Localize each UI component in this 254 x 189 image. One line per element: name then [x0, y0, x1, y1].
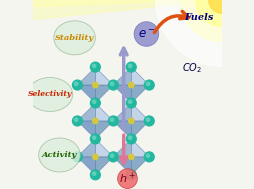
Circle shape: [72, 80, 82, 90]
Circle shape: [110, 118, 113, 122]
Circle shape: [72, 152, 82, 162]
Circle shape: [128, 82, 133, 88]
Text: Stability: Stability: [55, 34, 94, 42]
Circle shape: [92, 82, 98, 88]
Polygon shape: [77, 103, 95, 121]
Circle shape: [146, 154, 149, 157]
Polygon shape: [95, 85, 113, 103]
Circle shape: [128, 64, 131, 68]
Ellipse shape: [39, 138, 80, 172]
Polygon shape: [77, 67, 95, 85]
Circle shape: [92, 154, 98, 160]
Polygon shape: [95, 103, 113, 121]
Circle shape: [195, 0, 247, 26]
Circle shape: [146, 118, 149, 122]
Polygon shape: [77, 121, 95, 139]
Circle shape: [92, 118, 98, 124]
Circle shape: [90, 170, 100, 180]
Text: Selectivity: Selectivity: [28, 91, 72, 98]
Polygon shape: [131, 121, 149, 139]
Circle shape: [144, 116, 154, 126]
Polygon shape: [113, 157, 131, 175]
Polygon shape: [95, 139, 113, 157]
Text: $CO_2$: $CO_2$: [181, 61, 201, 75]
Circle shape: [74, 154, 78, 157]
Polygon shape: [113, 103, 131, 121]
Circle shape: [128, 100, 131, 104]
Circle shape: [108, 152, 118, 162]
Circle shape: [134, 22, 158, 46]
Circle shape: [72, 116, 82, 126]
Text: Activity: Activity: [42, 151, 77, 159]
Text: $e^-$: $e^-$: [137, 28, 154, 40]
Circle shape: [128, 118, 133, 124]
Circle shape: [90, 98, 100, 108]
Circle shape: [74, 118, 78, 122]
Polygon shape: [95, 121, 113, 139]
Circle shape: [110, 154, 113, 157]
Circle shape: [117, 169, 137, 188]
Text: $h^+$: $h^+$: [119, 171, 135, 186]
Circle shape: [90, 62, 100, 72]
Circle shape: [208, 0, 234, 13]
Polygon shape: [113, 85, 131, 103]
Circle shape: [90, 134, 100, 144]
Polygon shape: [113, 121, 131, 139]
Circle shape: [110, 82, 113, 86]
Circle shape: [92, 172, 96, 175]
Circle shape: [128, 136, 131, 139]
Ellipse shape: [54, 21, 95, 55]
Circle shape: [92, 64, 96, 68]
Polygon shape: [77, 85, 95, 103]
Circle shape: [126, 62, 136, 72]
Circle shape: [108, 80, 118, 90]
Polygon shape: [113, 139, 131, 157]
Polygon shape: [77, 139, 95, 157]
Circle shape: [126, 134, 136, 144]
Circle shape: [92, 100, 96, 104]
Polygon shape: [95, 157, 113, 175]
Polygon shape: [95, 67, 113, 85]
Circle shape: [92, 136, 96, 139]
Circle shape: [155, 0, 254, 66]
Circle shape: [128, 154, 133, 160]
Polygon shape: [77, 157, 95, 175]
Polygon shape: [131, 157, 149, 175]
Polygon shape: [131, 103, 149, 121]
Circle shape: [180, 0, 254, 42]
Polygon shape: [131, 67, 149, 85]
Ellipse shape: [27, 77, 72, 112]
Circle shape: [144, 80, 154, 90]
Polygon shape: [0, 0, 221, 35]
Polygon shape: [131, 139, 149, 157]
Polygon shape: [0, 0, 221, 12]
Circle shape: [126, 98, 136, 108]
Polygon shape: [131, 85, 149, 103]
Text: Fuels: Fuels: [184, 12, 213, 22]
Circle shape: [146, 82, 149, 86]
Circle shape: [144, 152, 154, 162]
Circle shape: [74, 82, 78, 86]
Circle shape: [108, 116, 118, 126]
Circle shape: [126, 170, 136, 180]
Polygon shape: [113, 67, 131, 85]
Circle shape: [128, 172, 131, 175]
